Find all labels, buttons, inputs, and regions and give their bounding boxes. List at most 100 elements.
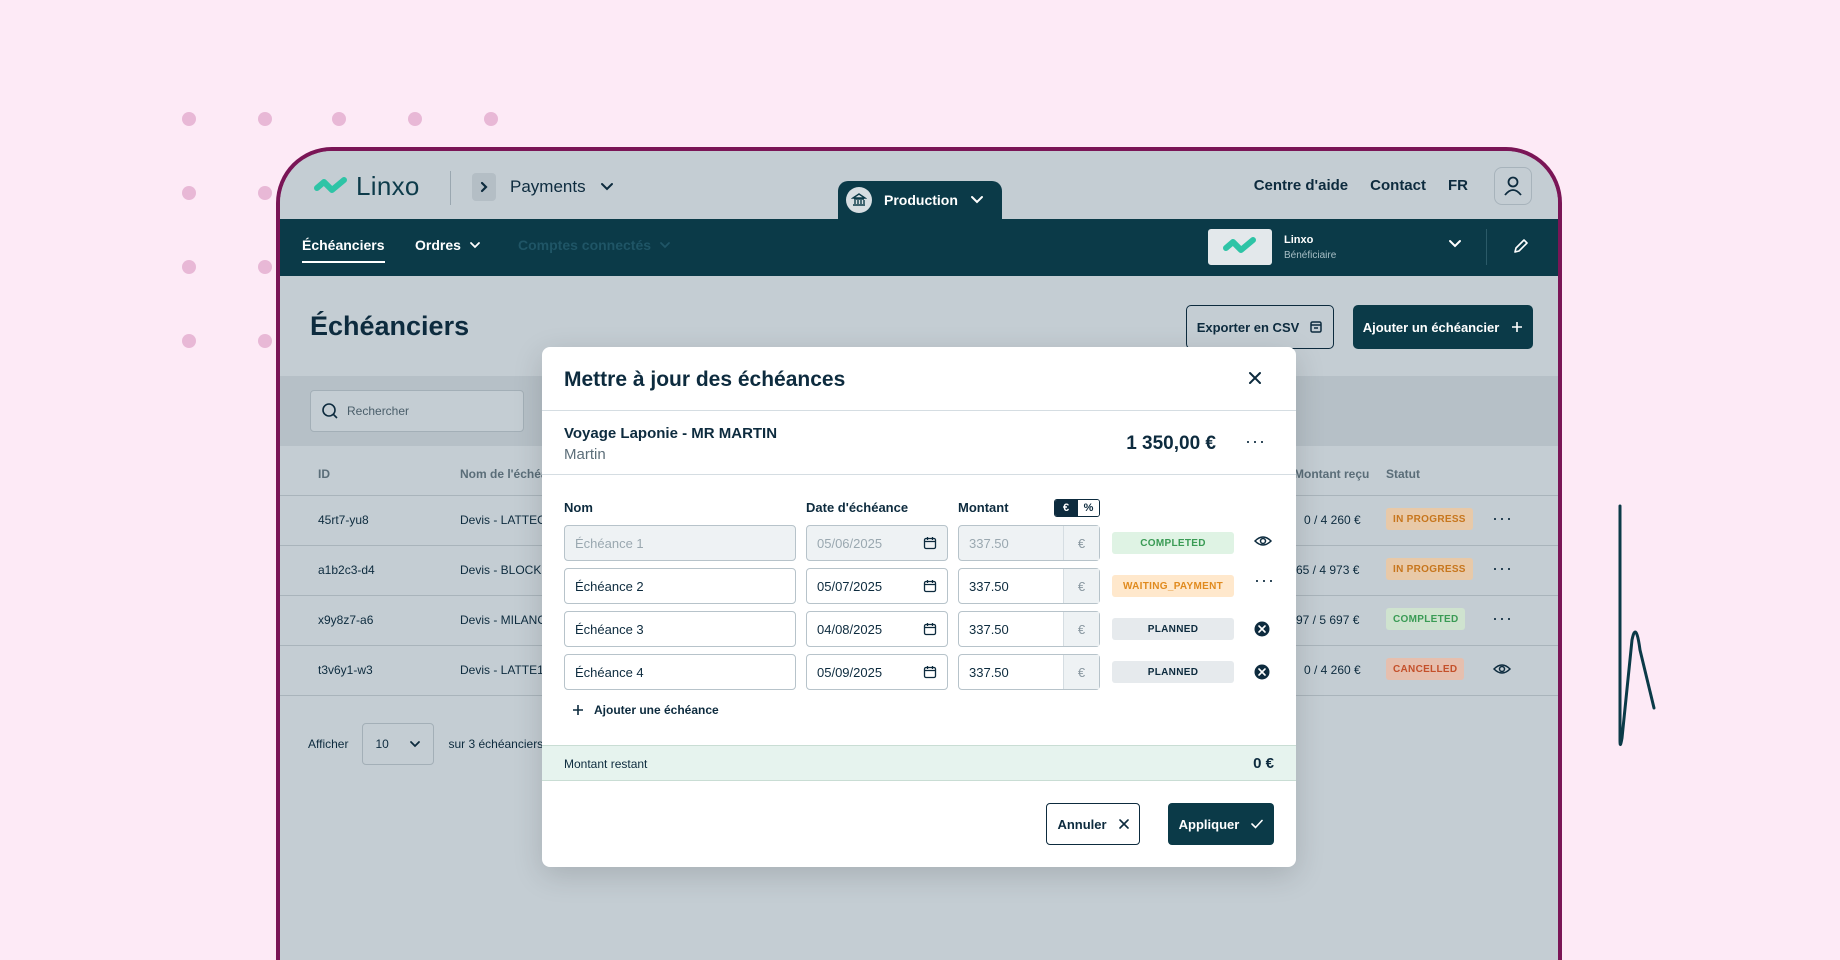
- schedule-total: 1 350,00 €: [1126, 433, 1216, 454]
- more-options-icon[interactable]: ···: [1492, 608, 1513, 628]
- search-icon: [322, 403, 338, 419]
- add-installment-button[interactable]: Ajouter une échéance: [572, 703, 719, 717]
- page-size-select[interactable]: 10: [362, 723, 435, 765]
- search-placeholder: Rechercher: [347, 404, 410, 418]
- unit-euro-option[interactable]: €: [1055, 500, 1077, 516]
- installment-date-input[interactable]: 05/09/2025: [806, 654, 948, 690]
- pagination: Afficher 10 sur 3 échéanciers: [308, 723, 543, 765]
- installment-date-value: 04/08/2025: [817, 621, 883, 637]
- chevron-down-icon: [660, 242, 670, 249]
- remaining-value: 0 €: [1253, 755, 1274, 772]
- add-schedule-button[interactable]: Ajouter un échéancier: [1353, 305, 1533, 349]
- app-name: Payments: [510, 177, 586, 196]
- installment-amount-input[interactable]: 337.50 €: [958, 654, 1100, 690]
- search-input[interactable]: Rechercher: [310, 390, 524, 432]
- installment-date-input[interactable]: 05/06/2025: [806, 525, 948, 561]
- installment-name-input[interactable]: Échéance 3: [564, 611, 796, 647]
- modal-title: Mettre à jour des échéances: [564, 368, 846, 391]
- remaining-amount-bar: Montant restant 0 €: [542, 745, 1296, 781]
- column-header-date: Date d'échéance: [806, 500, 909, 515]
- column-header-received[interactable]: Montant reçu: [1294, 467, 1370, 481]
- table-row[interactable]: x9y8z7-a6 Devis - MILANO 97 / 5 697 € CO…: [280, 596, 1558, 646]
- language-selector[interactable]: FR: [1448, 177, 1468, 194]
- currency-suffix: €: [1063, 612, 1099, 646]
- installment-name-input[interactable]: Échéance 4: [564, 654, 796, 690]
- unit-percent-option[interactable]: %: [1077, 500, 1099, 516]
- calendar-icon: [923, 623, 937, 636]
- modal-divider: [542, 410, 1296, 411]
- installment-amount-value: 337.50: [969, 664, 1009, 680]
- nav-item-ordres[interactable]: Ordres: [415, 237, 481, 253]
- export-csv-button[interactable]: Exporter en CSV: [1186, 305, 1334, 349]
- page-size-value: 10: [375, 737, 389, 751]
- app-switcher[interactable]: Payments: [472, 173, 614, 201]
- chevron-down-icon: [600, 183, 613, 191]
- remaining-label: Montant restant: [564, 757, 648, 771]
- nav-item-label: Comptes connectés: [518, 237, 652, 253]
- eye-icon[interactable]: [1254, 534, 1272, 548]
- chevron-down-icon: [970, 196, 983, 204]
- pager-summary: sur 3 échéanciers: [448, 737, 544, 751]
- company-selector[interactable]: Linxo Bénéficiaire: [1208, 229, 1336, 265]
- row-id: x9y8z7-a6: [318, 613, 374, 627]
- user-icon: [1504, 176, 1522, 196]
- cancel-button[interactable]: Annuler: [1046, 803, 1140, 845]
- linxo-logo-icon: [314, 176, 347, 193]
- modal-divider: [542, 474, 1296, 475]
- top-links: Centre d'aide Contact FR: [1254, 177, 1468, 194]
- help-center-link[interactable]: Centre d'aide: [1253, 177, 1349, 194]
- add-installment-label: Ajouter une échéance: [594, 703, 719, 717]
- more-options-icon[interactable]: ···: [1254, 570, 1275, 590]
- environment-selector[interactable]: Production: [838, 181, 1002, 219]
- installment-row: Échéance 2 05/07/2025 337.50 € WAITING_P…: [564, 568, 1284, 604]
- update-installments-modal: Mettre à jour des échéances Voyage Lapon…: [542, 347, 1296, 867]
- column-header-id[interactable]: ID: [318, 467, 330, 481]
- pager-label: Afficher: [308, 737, 349, 751]
- remove-circle-icon[interactable]: [1254, 664, 1270, 680]
- status-badge: CANCELLED: [1386, 658, 1465, 680]
- close-icon[interactable]: [1248, 371, 1262, 385]
- edit-pencil-icon[interactable]: [1512, 237, 1530, 255]
- installment-date-input[interactable]: 04/08/2025: [806, 611, 948, 647]
- decorative-dots: [176, 104, 498, 364]
- contact-link[interactable]: Contact: [1370, 177, 1426, 194]
- close-icon: [1118, 819, 1129, 829]
- installment-name-input[interactable]: Échéance 1: [564, 525, 796, 561]
- installment-name-input[interactable]: Échéance 2: [564, 568, 796, 604]
- chevron-down-icon[interactable]: [1448, 239, 1462, 249]
- remove-circle-icon[interactable]: [1254, 621, 1270, 637]
- brand-logo[interactable]: Linxo: [314, 171, 420, 202]
- row-received: 65 / 4 973 €: [1296, 563, 1360, 577]
- decorative-squiggle: [1618, 504, 1656, 746]
- installment-amount-value: 337.50: [969, 578, 1009, 594]
- table-row[interactable]: t3v6y1-w3 Devis - LATTE1 0 / 4 260 € CAN…: [280, 646, 1558, 696]
- company-role: Bénéficiaire: [1284, 249, 1337, 261]
- installment-row: Échéance 4 05/09/2025 337.50 € PLANNED: [564, 654, 1284, 690]
- calendar-icon: [923, 537, 937, 550]
- row-name: Devis - LATTEO: [460, 513, 547, 527]
- nav-divider: [1486, 229, 1487, 265]
- more-options-icon[interactable]: ···: [1492, 508, 1513, 528]
- chevron-down-icon: [410, 741, 421, 748]
- nav-item-label: Ordres: [415, 237, 461, 253]
- plus-icon: [1512, 322, 1523, 332]
- installment-amount-input[interactable]: 337.50 €: [958, 611, 1100, 647]
- eye-icon[interactable]: [1493, 662, 1511, 676]
- installment-amount-input[interactable]: 337.50 €: [958, 568, 1100, 604]
- row-id: 45rt7-yu8: [318, 513, 369, 527]
- user-account-button[interactable]: [1494, 167, 1532, 205]
- amount-unit-toggle[interactable]: € %: [1054, 499, 1100, 517]
- row-id: t3v6y1-w3: [318, 663, 373, 677]
- nav-item-echeanciers[interactable]: Échéanciers: [302, 237, 385, 263]
- column-header-status[interactable]: Statut: [1386, 467, 1420, 481]
- schedule-name: Voyage Laponie - MR MARTIN: [564, 425, 778, 442]
- row-received: 0 / 4 260 €: [1304, 663, 1361, 677]
- more-options-icon[interactable]: ···: [1245, 431, 1266, 451]
- row-name: Devis - LATTE1: [460, 663, 544, 677]
- apply-button[interactable]: Appliquer: [1168, 803, 1274, 845]
- installment-amount-input[interactable]: 337.50 €: [958, 525, 1100, 561]
- installment-date-input[interactable]: 05/07/2025: [806, 568, 948, 604]
- nav-item-comptes[interactable]: Comptes connectés: [518, 237, 671, 253]
- status-badge: COMPLETED: [1112, 532, 1234, 554]
- more-options-icon[interactable]: ···: [1492, 558, 1513, 578]
